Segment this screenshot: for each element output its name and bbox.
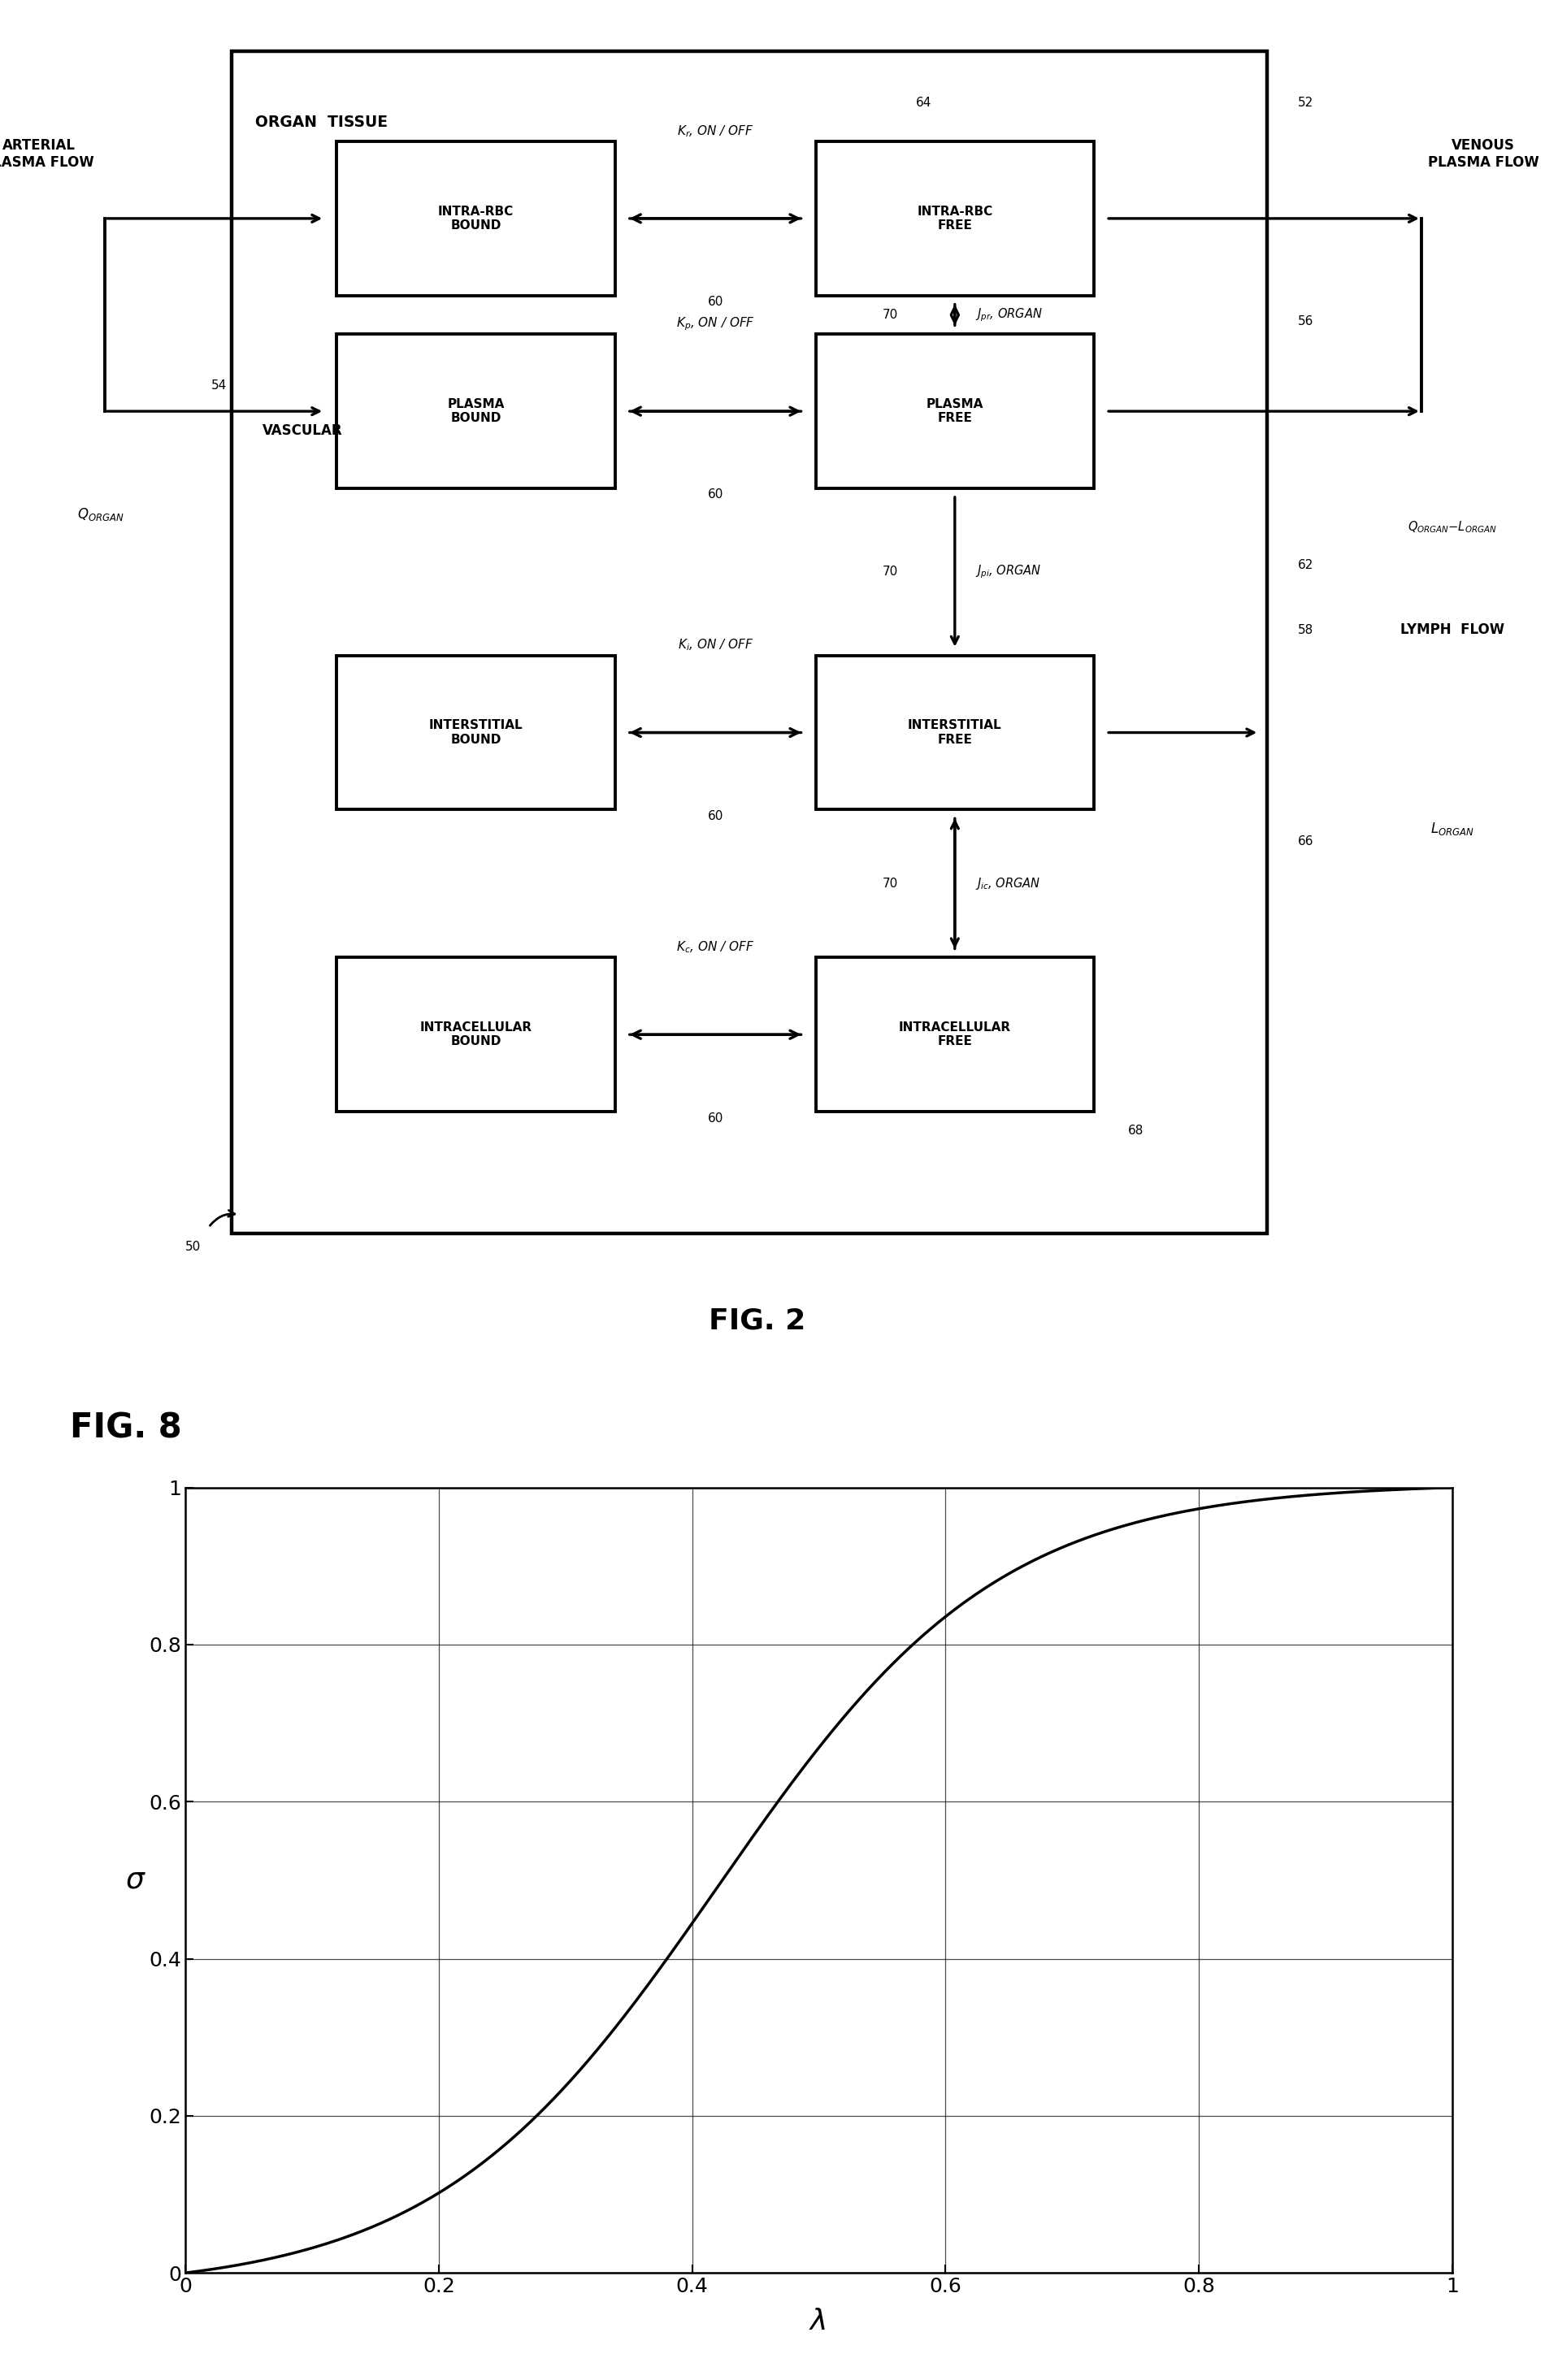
Text: INTRACELLULAR
FREE: INTRACELLULAR FREE <box>899 1021 1010 1047</box>
Text: PLASMA
BOUND: PLASMA BOUND <box>447 397 505 424</box>
Text: INTRA-RBC
FREE: INTRA-RBC FREE <box>916 205 993 231</box>
Text: 62: 62 <box>1298 559 1313 571</box>
Text: FIG. 8: FIG. 8 <box>70 1411 181 1445</box>
Text: 60: 60 <box>708 1111 723 1123</box>
Text: 50: 50 <box>185 1240 201 1252</box>
Text: 54: 54 <box>212 378 227 393</box>
Text: 68: 68 <box>1128 1126 1143 1138</box>
FancyBboxPatch shape <box>337 333 615 488</box>
Text: 70: 70 <box>882 878 898 890</box>
Text: ORGAN  TISSUE: ORGAN TISSUE <box>255 114 388 131</box>
FancyBboxPatch shape <box>337 140 615 295</box>
Text: INTERSTITIAL
BOUND: INTERSTITIAL BOUND <box>430 719 522 745</box>
Text: $J_{pi}$, ORGAN: $J_{pi}$, ORGAN <box>975 564 1041 581</box>
Text: FIG. 2: FIG. 2 <box>709 1307 805 1335</box>
Text: 52: 52 <box>1298 98 1313 109</box>
Text: PLASMA
FREE: PLASMA FREE <box>925 397 984 424</box>
Text: LYMPH  FLOW: LYMPH FLOW <box>1400 624 1505 638</box>
Text: 58: 58 <box>1298 624 1313 635</box>
Text: $Q_{ORGAN}$$-L_{ORGAN}$: $Q_{ORGAN}$$-L_{ORGAN}$ <box>1407 519 1497 536</box>
X-axis label: λ: λ <box>810 2309 828 2335</box>
FancyBboxPatch shape <box>816 140 1094 295</box>
Text: VASCULAR: VASCULAR <box>263 424 343 438</box>
FancyBboxPatch shape <box>816 654 1094 809</box>
Text: INTRA-RBC
BOUND: INTRA-RBC BOUND <box>437 205 514 231</box>
Text: $K_i$, ON / OFF: $K_i$, ON / OFF <box>678 638 752 652</box>
Text: INTRACELLULAR
BOUND: INTRACELLULAR BOUND <box>420 1021 531 1047</box>
Text: 60: 60 <box>708 809 723 821</box>
Text: $J_{pr}$, ORGAN: $J_{pr}$, ORGAN <box>975 307 1043 324</box>
Text: 64: 64 <box>916 98 932 109</box>
Text: 70: 70 <box>882 566 898 578</box>
FancyBboxPatch shape <box>816 333 1094 488</box>
Text: ARTERIAL
PLASMA FLOW: ARTERIAL PLASMA FLOW <box>0 138 94 169</box>
FancyBboxPatch shape <box>337 654 615 809</box>
Text: $K_r$, ON / OFF: $K_r$, ON / OFF <box>677 124 754 138</box>
Text: INTERSTITIAL
FREE: INTERSTITIAL FREE <box>908 719 1001 745</box>
Text: 56: 56 <box>1298 314 1313 328</box>
Y-axis label: σ: σ <box>127 1866 145 1894</box>
FancyBboxPatch shape <box>337 957 615 1111</box>
Text: 70: 70 <box>882 309 898 321</box>
Text: 66: 66 <box>1298 835 1313 847</box>
Text: $K_p$, ON / OFF: $K_p$, ON / OFF <box>677 317 754 333</box>
Text: $L_{ORGAN}$: $L_{ORGAN}$ <box>1431 821 1474 838</box>
Text: $Q_{ORGAN}$: $Q_{ORGAN}$ <box>77 507 124 521</box>
FancyBboxPatch shape <box>816 957 1094 1111</box>
FancyBboxPatch shape <box>232 52 1267 1233</box>
Text: 60: 60 <box>708 295 723 307</box>
Text: VENOUS
PLASMA FLOW: VENOUS PLASMA FLOW <box>1428 138 1539 169</box>
Text: $J_{ic}$, ORGAN: $J_{ic}$, ORGAN <box>975 876 1040 890</box>
Text: $K_c$, ON / OFF: $K_c$, ON / OFF <box>677 940 754 954</box>
Text: 60: 60 <box>708 488 723 500</box>
